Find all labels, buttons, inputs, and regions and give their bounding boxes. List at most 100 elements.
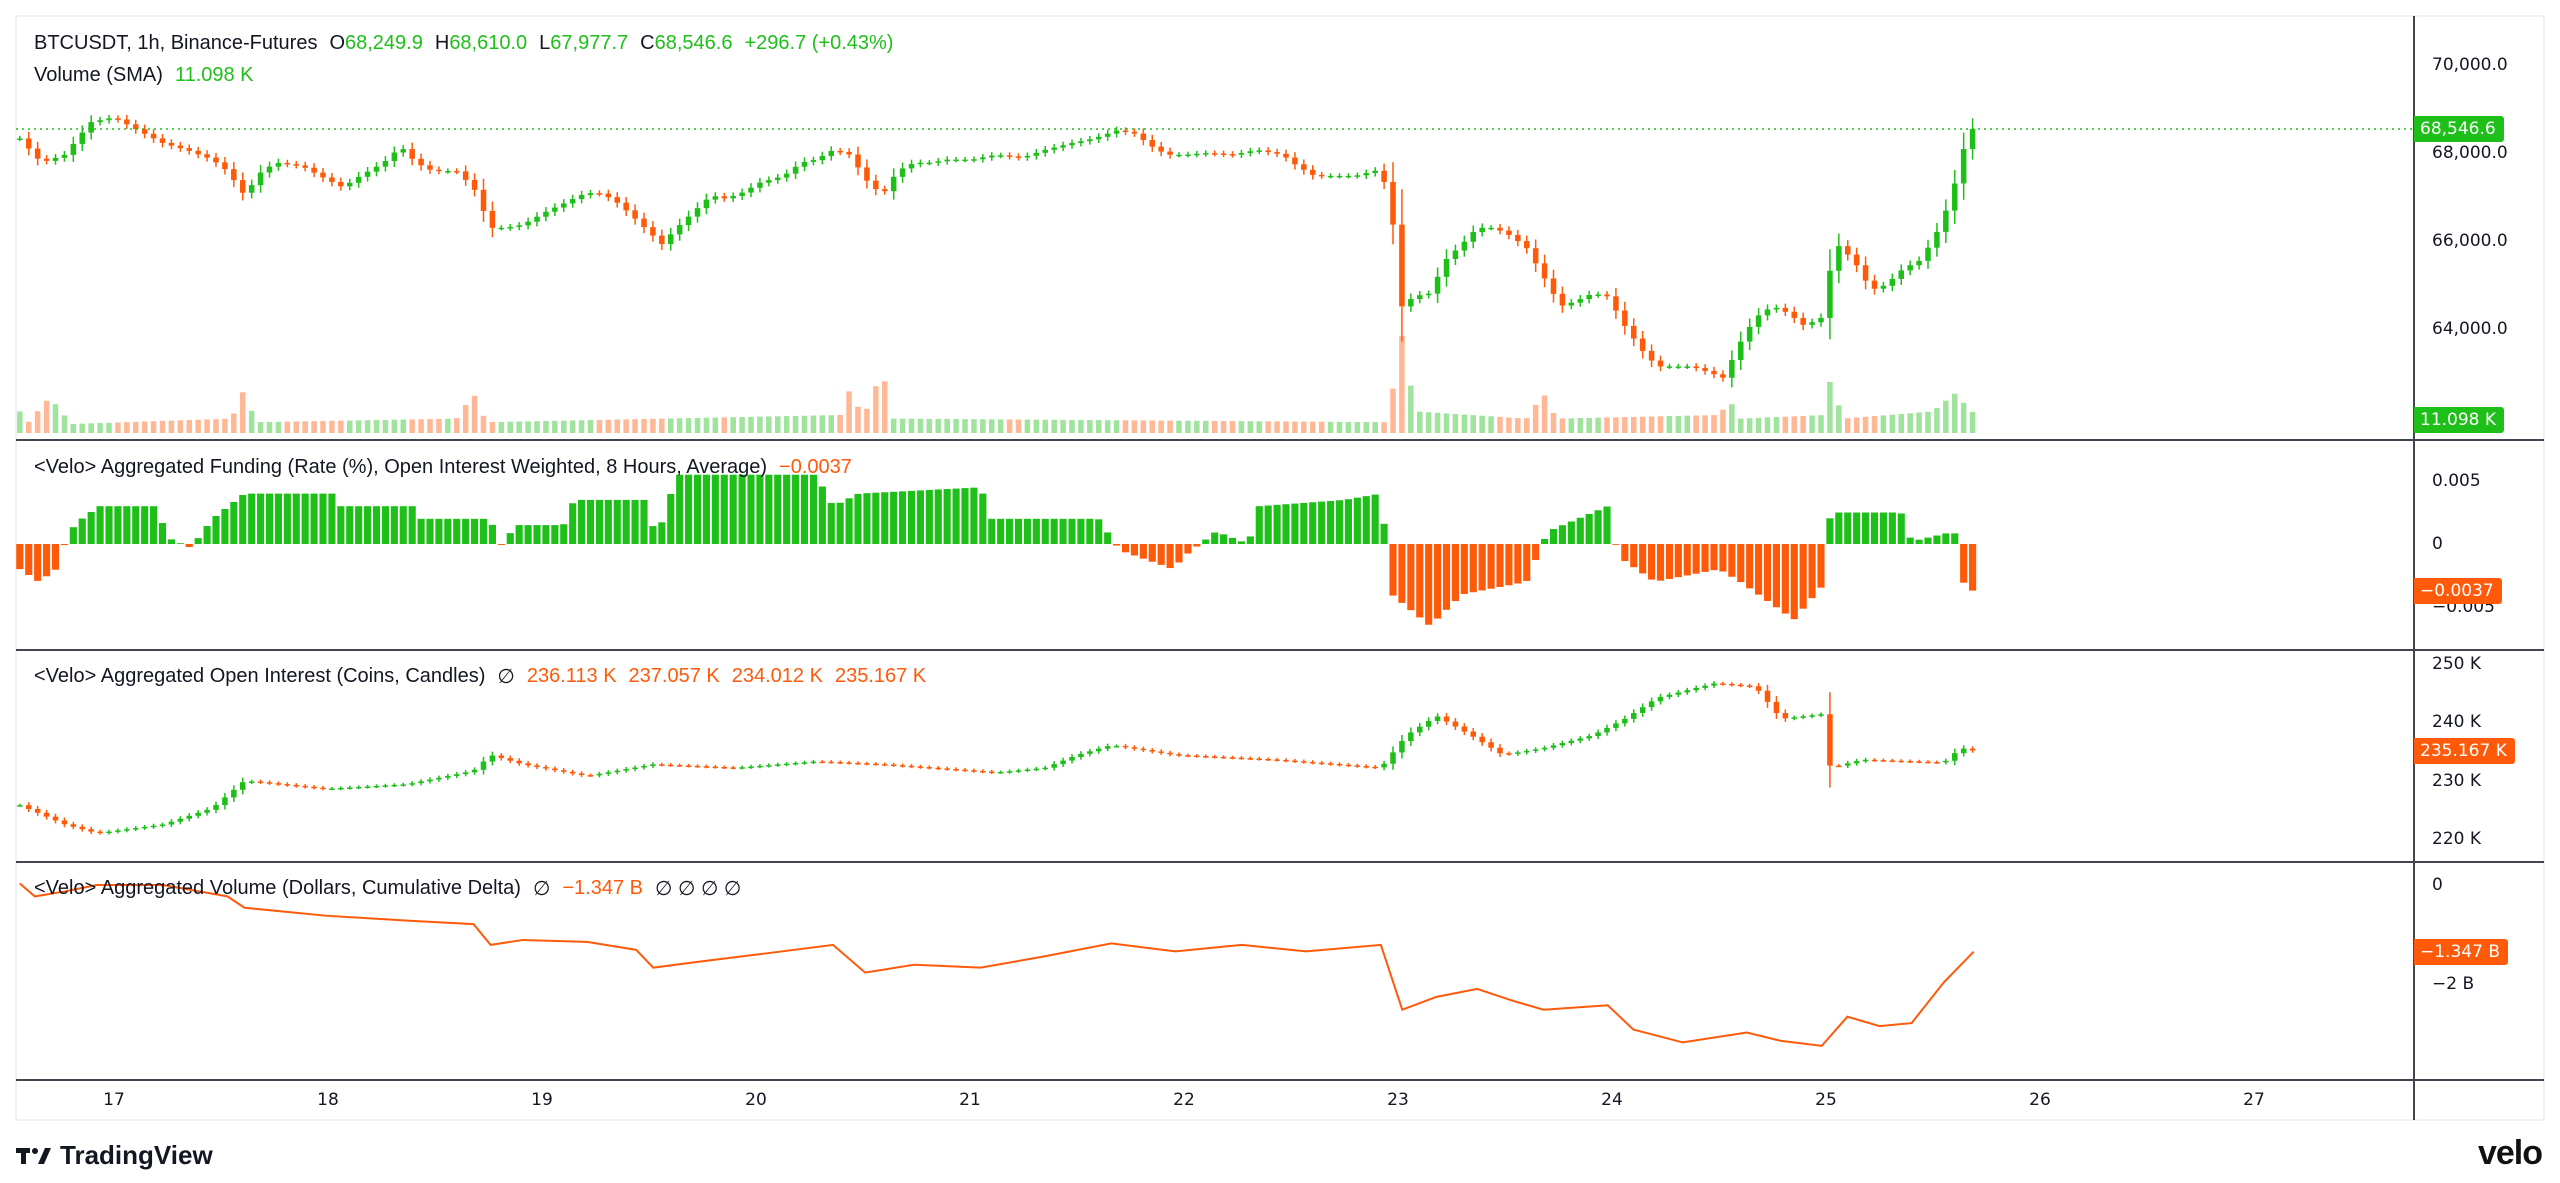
oi-candle-body xyxy=(1345,764,1352,767)
funding-bar xyxy=(1924,537,1932,544)
funding-bar xyxy=(1523,544,1531,581)
volume-bar xyxy=(1773,417,1780,433)
funding-bar xyxy=(453,518,461,544)
funding-bar xyxy=(1059,518,1067,544)
volume-bar xyxy=(1800,415,1806,433)
funding-bar xyxy=(515,525,523,544)
oi-candle-body xyxy=(739,767,745,769)
oi-candle-body xyxy=(115,830,121,832)
candle-body xyxy=(792,166,799,174)
funding-bar xyxy=(1389,544,1397,596)
oi-candle-body xyxy=(1042,767,1049,770)
symbol-title[interactable]: BTCUSDT, 1h, Binance-Futures xyxy=(34,32,318,54)
funding-bar xyxy=(1906,537,1914,544)
oi-candle-body xyxy=(1541,747,1548,750)
tradingview-logo[interactable]: TradingView xyxy=(16,1140,213,1171)
candle-body xyxy=(132,124,139,130)
volume-bar xyxy=(1577,418,1584,433)
candle-body xyxy=(1131,131,1138,134)
volume-bar xyxy=(569,420,576,433)
oi-candle-body xyxy=(534,765,540,767)
cvd-title[interactable]: <Velo> Aggregated Volume (Dollars, Cumul… xyxy=(34,877,521,899)
candle-body xyxy=(1541,263,1548,279)
funding-bar xyxy=(132,506,140,544)
funding-bar xyxy=(809,474,817,544)
volume-badge: 11.098 K xyxy=(2414,407,2505,433)
oi-candle-body xyxy=(453,774,460,776)
volume-bar xyxy=(106,422,112,433)
volume-bar xyxy=(801,415,808,433)
time-axis-tick: 21 xyxy=(959,1090,981,1110)
oi-candle-body xyxy=(132,828,139,830)
volume-bar xyxy=(1497,416,1503,433)
time-axis-tick: 24 xyxy=(1601,1090,1623,1110)
oi-candle-body xyxy=(935,767,942,770)
funding-bar xyxy=(1139,544,1147,559)
candle-body xyxy=(222,162,228,170)
oi-candle-body xyxy=(364,786,371,788)
oi-candle-body xyxy=(552,768,558,771)
volume-bar xyxy=(1122,420,1129,433)
volume-bar xyxy=(275,421,282,433)
oi-candle-body xyxy=(186,815,193,819)
candle-body xyxy=(1889,278,1896,286)
volume-bar xyxy=(864,408,870,433)
candle-body xyxy=(1247,151,1254,154)
candle-body xyxy=(471,179,478,190)
volume-bar xyxy=(712,417,719,433)
candle-body xyxy=(632,210,638,219)
funding-bar xyxy=(1068,518,1076,544)
funding-bar xyxy=(542,525,550,544)
price-legend: BTCUSDT, 1h, Binance-Futures O68,249.9 H… xyxy=(34,32,893,55)
candle-body xyxy=(275,162,282,167)
funding-bar xyxy=(1300,502,1308,544)
funding-bar xyxy=(1844,512,1852,544)
candle-body xyxy=(703,199,710,209)
oi-candle-body xyxy=(962,769,968,772)
funding-bar xyxy=(301,493,309,544)
candle-body xyxy=(43,158,50,161)
oi-badge: 235.167 K xyxy=(2414,737,2515,764)
oi-candle-body xyxy=(1657,696,1664,702)
candle-body xyxy=(231,169,237,181)
time-axis-tick: 17 xyxy=(103,1090,125,1110)
candle-body xyxy=(1345,175,1352,178)
price-axis-tick: 70,000.0 xyxy=(2432,55,2508,75)
oi-candle-body xyxy=(1773,701,1780,714)
candle-body xyxy=(1853,254,1860,266)
oi-candle-body xyxy=(222,797,228,806)
funding-bar xyxy=(551,525,559,544)
funding-bar xyxy=(364,506,372,544)
candle-body xyxy=(150,133,157,139)
volume-bar xyxy=(1042,419,1049,433)
volume-bar xyxy=(757,416,763,433)
funding-title[interactable]: <Velo> Aggregated Funding (Rate (%), Ope… xyxy=(34,456,768,478)
funding-bar xyxy=(1050,518,1058,544)
oi-candle-body xyxy=(489,755,496,762)
candle-body xyxy=(400,149,407,153)
funding-bar xyxy=(372,506,381,544)
candle-body xyxy=(382,160,389,167)
volume-title[interactable]: Volume (SMA) xyxy=(34,64,163,86)
volume-bar xyxy=(1943,400,1949,433)
volume-bar xyxy=(1657,416,1664,433)
funding-bar xyxy=(408,506,416,544)
oi-candle-body xyxy=(373,785,380,788)
funding-bar xyxy=(78,518,86,544)
volume-bar xyxy=(222,418,228,433)
oi-candle-body xyxy=(400,784,407,786)
funding-value: −0.0037 xyxy=(779,456,852,478)
funding-bar xyxy=(881,492,889,544)
funding-bar xyxy=(1692,544,1700,574)
funding-bar xyxy=(1755,544,1763,595)
volume-bar xyxy=(846,391,852,433)
volume-bar xyxy=(1737,418,1744,433)
funding-bar xyxy=(1817,544,1825,588)
oi-candle-body xyxy=(382,785,389,787)
oi-title[interactable]: <Velo> Aggregated Open Interest (Coins, … xyxy=(34,665,486,687)
volume-bar xyxy=(1167,420,1173,433)
oi-candle-body xyxy=(1167,752,1173,755)
funding-bar xyxy=(747,474,755,544)
volume-bar xyxy=(462,404,469,433)
